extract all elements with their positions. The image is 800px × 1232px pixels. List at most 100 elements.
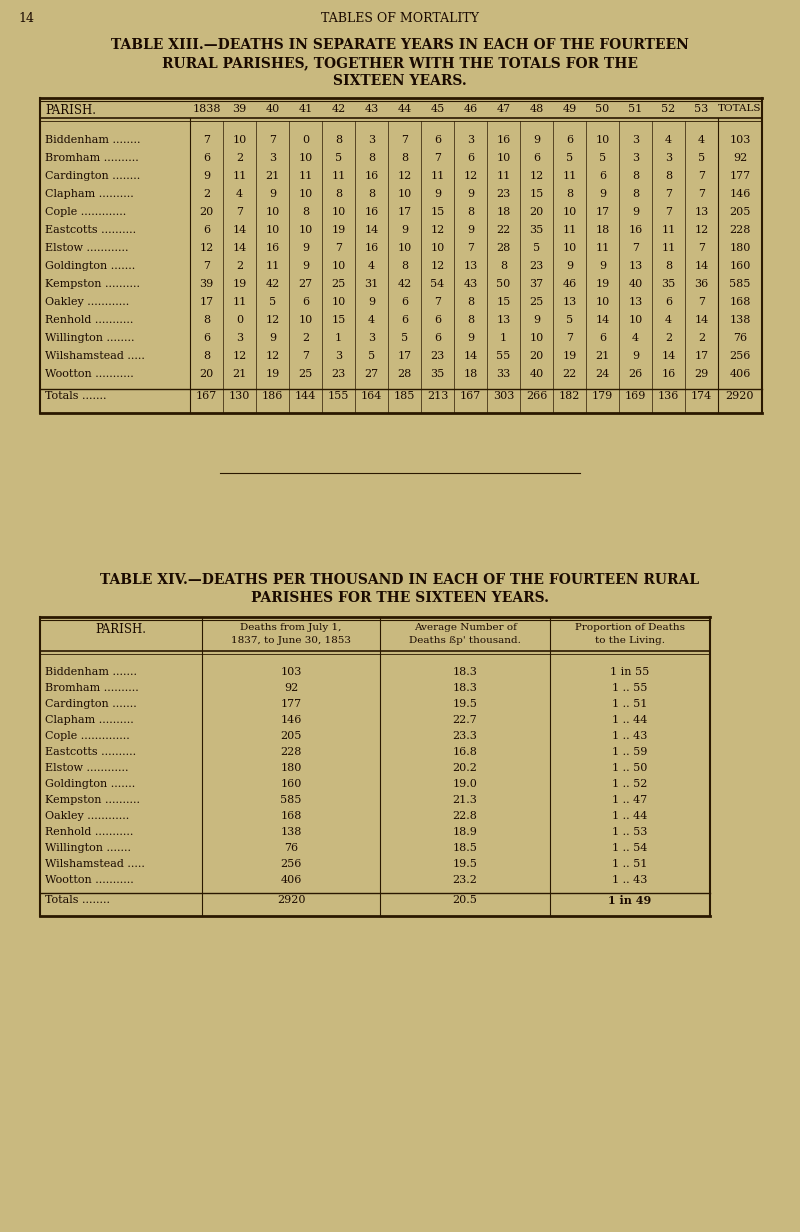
Text: 256: 256 [730, 351, 750, 361]
Text: 10: 10 [398, 188, 412, 200]
Text: 7: 7 [698, 171, 705, 181]
Text: 12: 12 [694, 225, 709, 235]
Text: 17: 17 [595, 207, 610, 217]
Text: 18: 18 [595, 225, 610, 235]
Text: 12: 12 [530, 171, 544, 181]
Text: 14: 14 [463, 351, 478, 361]
Text: 10: 10 [331, 207, 346, 217]
Text: 18.9: 18.9 [453, 827, 478, 837]
Text: 18.3: 18.3 [453, 683, 478, 692]
Text: 0: 0 [236, 315, 243, 325]
Text: 12: 12 [266, 351, 280, 361]
Text: 8: 8 [566, 188, 573, 200]
Text: 7: 7 [401, 136, 408, 145]
Text: 13: 13 [628, 261, 642, 271]
Text: 9: 9 [566, 261, 573, 271]
Text: 18.3: 18.3 [453, 667, 478, 678]
Text: 164: 164 [361, 391, 382, 400]
Text: 7: 7 [203, 136, 210, 145]
Text: 160: 160 [730, 261, 750, 271]
Text: 2: 2 [236, 261, 243, 271]
Text: 174: 174 [691, 391, 712, 400]
Text: 266: 266 [526, 391, 547, 400]
Text: 155: 155 [328, 391, 349, 400]
Text: 1: 1 [500, 333, 507, 342]
Text: 12: 12 [398, 171, 412, 181]
Text: 9: 9 [599, 188, 606, 200]
Text: 103: 103 [280, 667, 302, 678]
Text: 47: 47 [497, 103, 510, 115]
Text: 14: 14 [694, 261, 709, 271]
Text: 45: 45 [430, 103, 445, 115]
Text: 11: 11 [662, 225, 676, 235]
Text: 46: 46 [463, 103, 478, 115]
Text: Cople .............: Cople ............. [45, 207, 126, 217]
Text: 9: 9 [467, 225, 474, 235]
Text: 8: 8 [665, 171, 672, 181]
Text: 1 .. 53: 1 .. 53 [612, 827, 648, 837]
Text: 3: 3 [632, 136, 639, 145]
Text: 180: 180 [730, 243, 750, 253]
Text: 585: 585 [280, 795, 302, 804]
Text: 13: 13 [628, 297, 642, 307]
Text: 9: 9 [368, 297, 375, 307]
Text: 16: 16 [364, 207, 378, 217]
Text: 14: 14 [232, 243, 246, 253]
Text: 12: 12 [430, 261, 445, 271]
Text: 7: 7 [566, 333, 573, 342]
Text: 21: 21 [266, 171, 280, 181]
Text: Goldington .......: Goldington ....... [45, 261, 135, 271]
Text: 6: 6 [467, 153, 474, 163]
Text: Deaths from July 1,: Deaths from July 1, [240, 623, 342, 632]
Text: 39: 39 [199, 278, 214, 290]
Text: 23.3: 23.3 [453, 731, 478, 740]
Text: 23: 23 [530, 261, 544, 271]
Text: Average Number of: Average Number of [414, 623, 517, 632]
Text: 17: 17 [199, 297, 214, 307]
Text: 2: 2 [665, 333, 672, 342]
Text: 11: 11 [662, 243, 676, 253]
Text: 169: 169 [625, 391, 646, 400]
Text: Wootton ...........: Wootton ........... [45, 370, 134, 379]
Text: Oakley ............: Oakley ............ [45, 297, 130, 307]
Text: 18: 18 [496, 207, 510, 217]
Text: 10: 10 [562, 243, 577, 253]
Text: 4: 4 [698, 136, 705, 145]
Text: 50: 50 [496, 278, 510, 290]
Text: 205: 205 [730, 207, 750, 217]
Text: 20.5: 20.5 [453, 894, 478, 906]
Text: 8: 8 [203, 351, 210, 361]
Text: 10: 10 [496, 153, 510, 163]
Text: 8: 8 [368, 153, 375, 163]
Text: 5: 5 [368, 351, 375, 361]
Text: Kempston ..........: Kempston .......... [45, 795, 140, 804]
Text: 55: 55 [496, 351, 510, 361]
Text: 10: 10 [562, 207, 577, 217]
Text: 15: 15 [430, 207, 445, 217]
Text: 1838: 1838 [192, 103, 221, 115]
Text: 20.2: 20.2 [453, 763, 478, 772]
Text: 16: 16 [364, 171, 378, 181]
Text: 43: 43 [463, 278, 478, 290]
Text: 8: 8 [203, 315, 210, 325]
Text: 2: 2 [236, 153, 243, 163]
Text: 9: 9 [632, 351, 639, 361]
Text: 37: 37 [530, 278, 543, 290]
Text: 22.7: 22.7 [453, 715, 478, 724]
Text: 16: 16 [662, 370, 676, 379]
Text: 5: 5 [566, 153, 573, 163]
Text: 5: 5 [599, 153, 606, 163]
Text: 11: 11 [562, 171, 577, 181]
Text: SIXTEEN YEARS.: SIXTEEN YEARS. [333, 74, 467, 87]
Text: 10: 10 [595, 136, 610, 145]
Text: 205: 205 [280, 731, 302, 740]
Text: 3: 3 [632, 153, 639, 163]
Text: 35: 35 [530, 225, 544, 235]
Text: 3: 3 [368, 333, 375, 342]
Text: 10: 10 [232, 136, 246, 145]
Text: 24: 24 [595, 370, 610, 379]
Text: 1 .. 51: 1 .. 51 [612, 859, 648, 869]
Text: 179: 179 [592, 391, 613, 400]
Text: 7: 7 [665, 188, 672, 200]
Text: 186: 186 [262, 391, 283, 400]
